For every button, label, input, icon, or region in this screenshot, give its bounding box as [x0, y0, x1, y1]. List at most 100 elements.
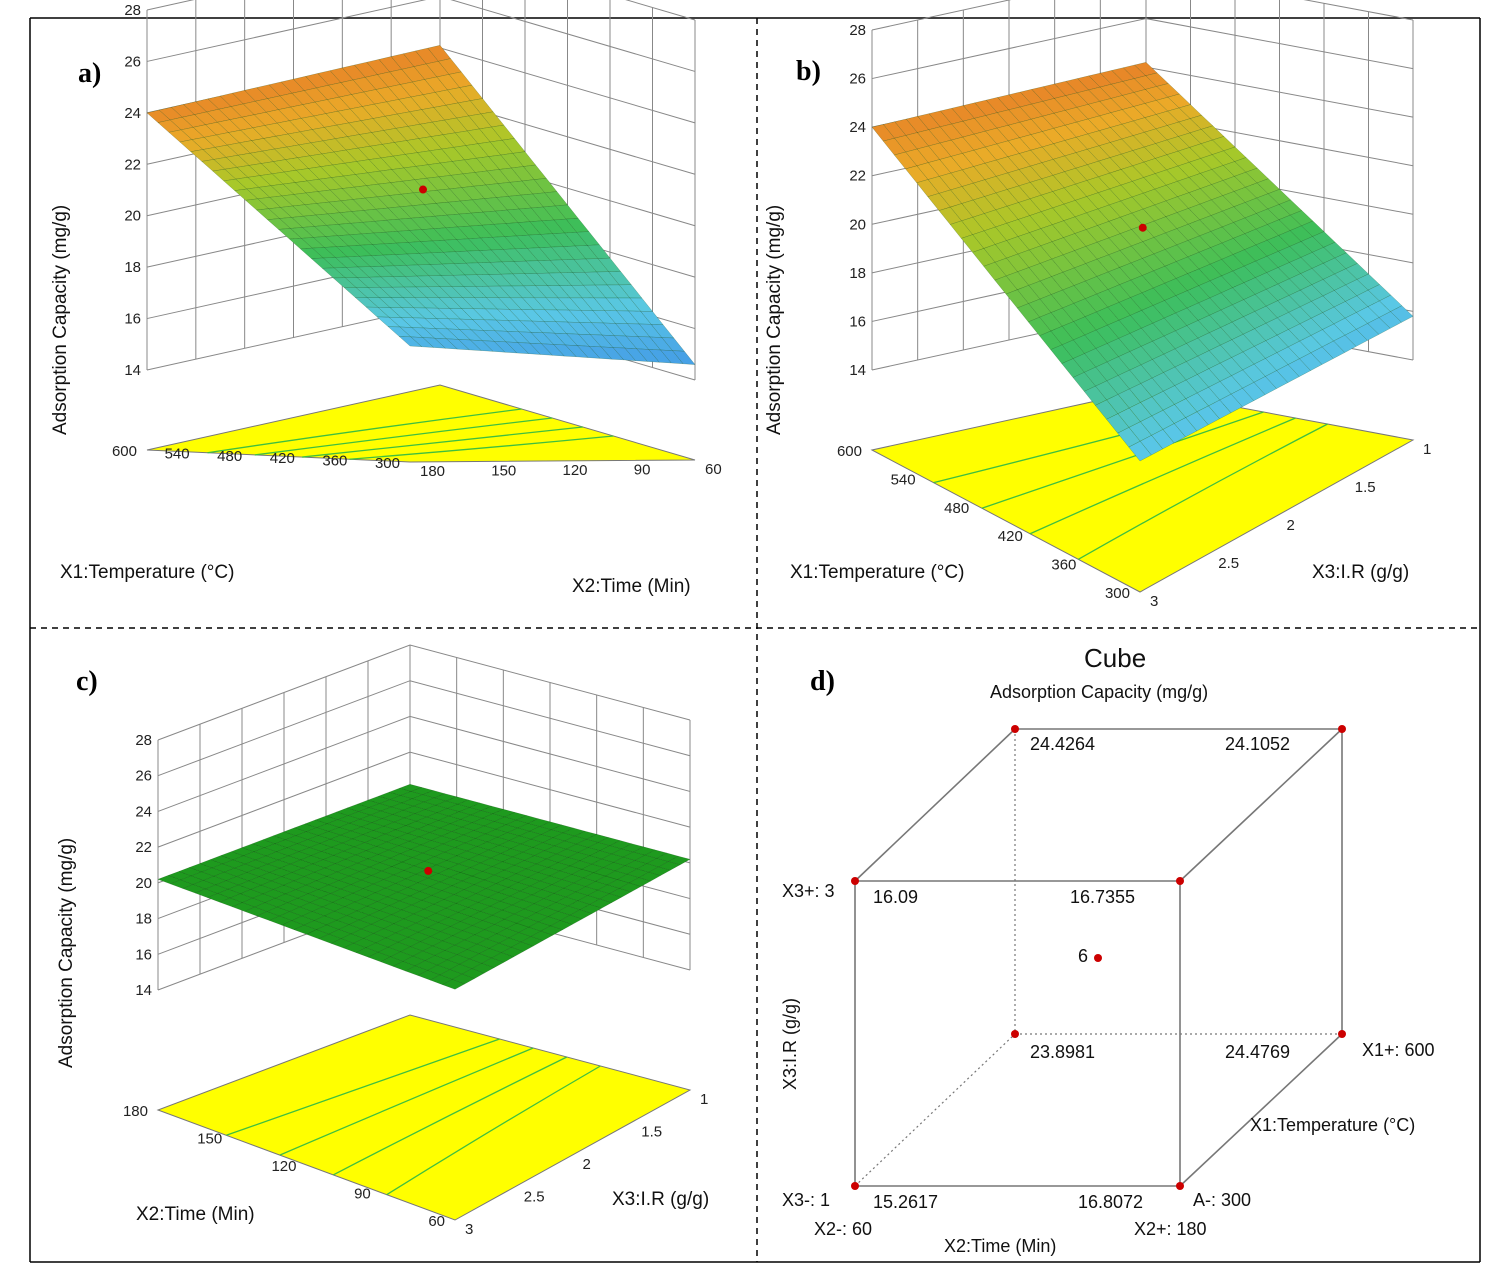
- cube-x1-axis-label: X1:Temperature (°C): [1250, 1115, 1415, 1135]
- panel-b: b) 14 16 18 20 22 24 26 28 600 540 480 420 360 300 3 2.…: [764, 0, 1431, 610]
- z-tick-label: 24: [124, 105, 141, 122]
- y-tick-label: 1.5: [641, 1124, 662, 1141]
- z-tick-label: 16: [124, 311, 141, 328]
- z-axis-label-a: Adsorption Capacity (mg/g): [50, 205, 71, 435]
- y-tick-label: 3: [465, 1221, 473, 1238]
- z-tick-label: 22: [135, 839, 152, 856]
- y-tick-label: 3: [1150, 593, 1158, 610]
- z-tick-label: 18: [849, 265, 866, 282]
- z-axis-label-b: Adsorption Capacity (mg/g): [764, 205, 785, 435]
- cube-x2-minus-label: X2-: 60: [814, 1219, 872, 1239]
- x-tick-label: 480: [217, 448, 242, 465]
- cube-x1-minus-label: A-: 300: [1193, 1190, 1251, 1210]
- x-tick-label: 420: [270, 450, 295, 467]
- cube-x3-minus-label: X3-: 1: [782, 1190, 830, 1210]
- x-tick-label: 180: [123, 1103, 148, 1120]
- floor-contour-line: [349, 435, 614, 460]
- z-tick-label: 28: [124, 2, 141, 19]
- y-tick-label: 60: [705, 461, 722, 478]
- cube-vertex: [851, 877, 859, 885]
- floor-contour-line: [302, 426, 583, 458]
- x-tick-label: 360: [1051, 557, 1076, 574]
- wall-grid-line: [146, 0, 696, 72]
- cube-center-label: 6: [1078, 946, 1088, 966]
- cube-vertex: [1176, 877, 1184, 885]
- z-tick-label: 28: [135, 732, 152, 749]
- cube-edge: [1179, 1033, 1343, 1187]
- x-axis-label-c: X2:Time (Min): [136, 1204, 255, 1225]
- panel-label-c: c): [76, 666, 98, 697]
- x-tick-label: 540: [891, 471, 916, 488]
- x-tick-label: 480: [944, 500, 969, 517]
- x-tick-label: 300: [375, 455, 400, 472]
- z-tick-label: 28: [849, 22, 866, 39]
- z-tick-label: 26: [135, 768, 152, 785]
- cube-x2-axis-label: X2:Time (Min): [944, 1236, 1056, 1256]
- z-tick-label: 22: [849, 168, 866, 185]
- wall-grid-line: [871, 18, 1414, 80]
- x-tick-label: 360: [322, 453, 347, 470]
- z-tick-label: 18: [124, 259, 141, 276]
- figure-frame: [29, 17, 1481, 1263]
- x-tick-label: 600: [837, 443, 862, 460]
- x-tick-label: 420: [998, 528, 1023, 545]
- panel-label-d: d): [810, 666, 835, 697]
- floor-contour-line: [279, 1047, 534, 1156]
- response-surface: [157, 784, 691, 990]
- x-tick-label: 150: [197, 1131, 222, 1148]
- z-tick-label: 20: [124, 208, 141, 225]
- cube-value-label: 24.4769: [1225, 1042, 1290, 1062]
- panel-label-a: a): [78, 58, 101, 89]
- y-axis-label-a: X2:Time (Min): [572, 576, 691, 597]
- x-tick-label: 300: [1105, 585, 1130, 602]
- cube-hidden-edges: [854, 729, 1342, 1187]
- z-axis-label-c: Adsorption Capacity (mg/g): [56, 838, 77, 1068]
- floor-contour-line: [1029, 417, 1296, 535]
- z-tick-label: 14: [124, 362, 141, 379]
- cube-x3-axis-label: X3:I.R (g/g): [780, 998, 800, 1090]
- z-tick-label: 14: [135, 982, 152, 999]
- z-tick-label: 16: [135, 946, 152, 963]
- z-tick-label: 24: [849, 119, 866, 136]
- cube-value-label: 23.8981: [1030, 1042, 1095, 1062]
- y-tick-label: 1: [700, 1091, 708, 1108]
- cube-title: Cube: [1084, 643, 1146, 673]
- y-tick-label: 1.5: [1355, 479, 1376, 496]
- floor-contour-plane: [870, 389, 1415, 593]
- x-axis-label-b: X1:Temperature (°C): [790, 562, 964, 583]
- cube-center-point: [1094, 954, 1102, 962]
- z-tick-label: 26: [849, 71, 866, 88]
- wall-grid-line: [157, 680, 691, 777]
- response-surface: [871, 62, 1414, 462]
- y-axis-label-c: X3:I.R (g/g): [612, 1189, 709, 1210]
- center-design-point: [1138, 223, 1147, 232]
- x-tick-label: 90: [354, 1186, 371, 1203]
- y-tick-label: 120: [563, 462, 588, 479]
- x-tick-label: 60: [428, 1213, 445, 1230]
- cube-x3-plus-label: X3+: 3: [782, 881, 835, 901]
- response-surface: [146, 45, 696, 365]
- floor-contour-line: [981, 411, 1264, 509]
- y-axis-label-b: X3:I.R (g/g): [1312, 562, 1409, 583]
- z-tick-label: 24: [135, 803, 152, 820]
- floor-contour-line: [332, 1056, 568, 1176]
- z-tick-label: 20: [849, 216, 866, 233]
- wall-grid-line: [871, 0, 1414, 31]
- z-tick-label: 22: [124, 156, 141, 173]
- y-tick-label: 150: [491, 463, 516, 480]
- cube-edge: [1179, 728, 1343, 882]
- cube-vertex: [1011, 725, 1019, 733]
- floor-contour-plane: [156, 1014, 692, 1221]
- cube-vertex: [1011, 1030, 1019, 1038]
- cube-value-label: 16.8072: [1078, 1192, 1143, 1212]
- cube-edges: [854, 728, 1343, 1187]
- cube-x2-plus-label: X2+: 180: [1134, 1219, 1207, 1239]
- center-design-point: [419, 185, 427, 194]
- floor-contour-line: [226, 1038, 500, 1136]
- cube-vertex: [1338, 1030, 1346, 1038]
- wall-grid-line: [146, 0, 696, 21]
- wall-grid-line: [157, 644, 691, 741]
- z-tick-label: 18: [135, 911, 152, 928]
- panel-label-b: b): [796, 56, 821, 87]
